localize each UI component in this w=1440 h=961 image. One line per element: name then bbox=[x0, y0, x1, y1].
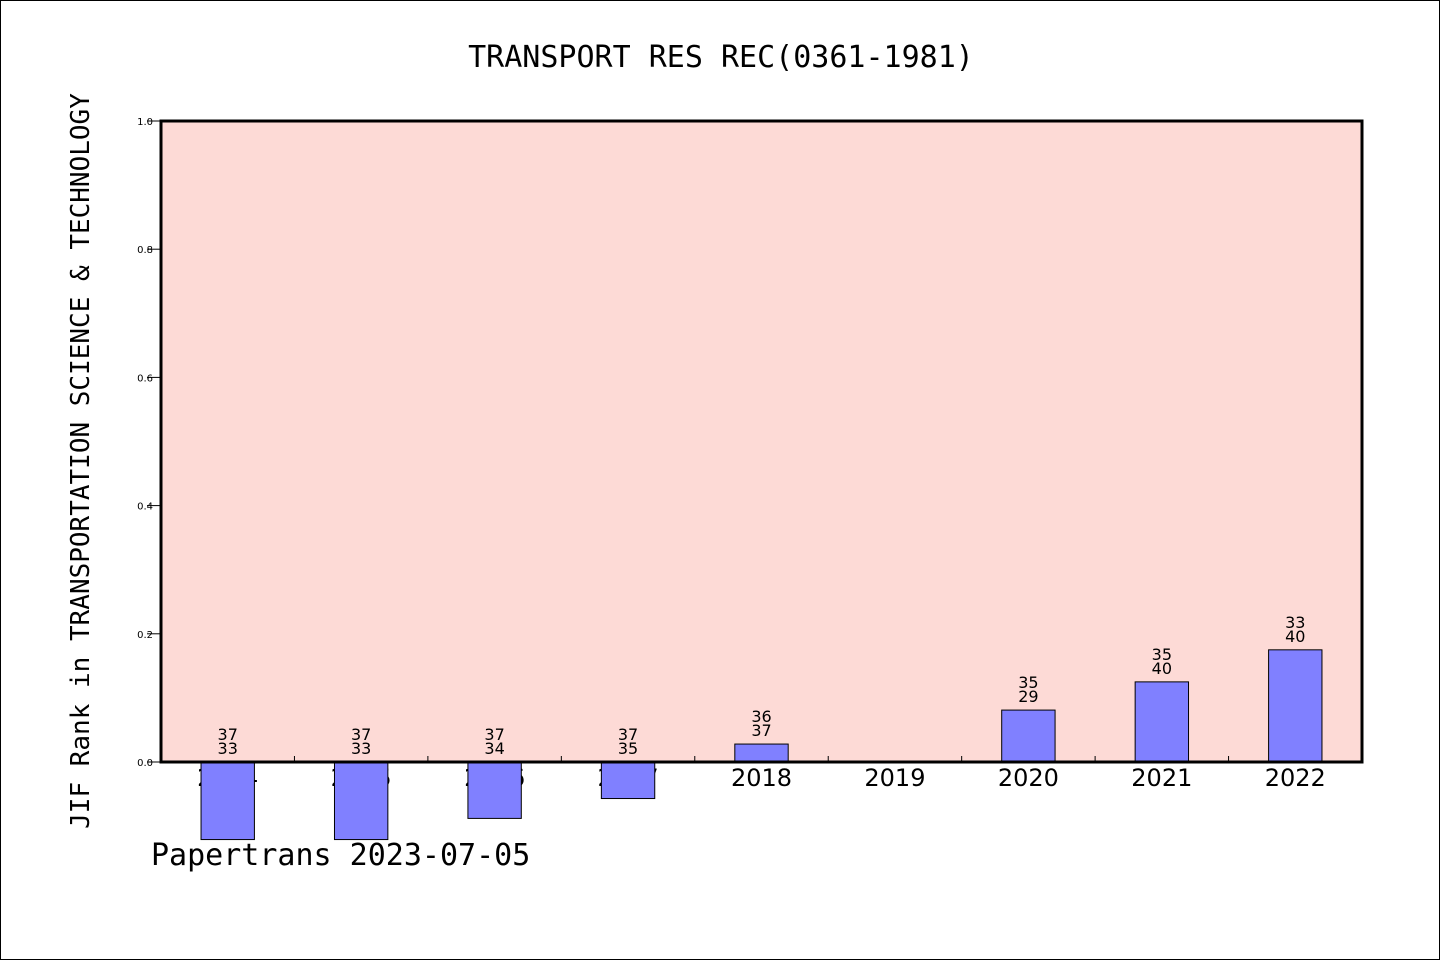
bar-label-upper-2022: 33 bbox=[1285, 613, 1305, 632]
chart-title: TRANSPORT RES REC(0361-1981) bbox=[468, 40, 974, 75]
x-tick-label-2022: 2022 bbox=[1265, 764, 1326, 792]
bar-2021 bbox=[1134, 681, 1190, 763]
bar-label-upper-2021: 35 bbox=[1152, 645, 1172, 664]
y-tick-label: 1.0 bbox=[137, 117, 153, 128]
bar-label-upper-2020: 35 bbox=[1018, 673, 1038, 692]
bar-label-lower-2014: 33 bbox=[218, 739, 238, 758]
y-tick-label: 0.0 bbox=[137, 758, 153, 769]
bar-label-lower-2017: 35 bbox=[618, 739, 638, 758]
bar-label-lower-2016: 34 bbox=[484, 739, 504, 758]
bar-2016 bbox=[467, 761, 522, 819]
bar-label-upper-2018: 36 bbox=[751, 707, 771, 726]
bar-2015 bbox=[333, 761, 389, 841]
x-tick-label-2019: 2019 bbox=[864, 764, 925, 792]
y-tick-label: 0.6 bbox=[137, 373, 153, 384]
bar-2014 bbox=[200, 761, 255, 841]
y-tick-label: 0.8 bbox=[137, 245, 153, 256]
x-tick-label-2018: 2018 bbox=[731, 764, 792, 792]
bar-2018 bbox=[734, 743, 789, 763]
bar-label-lower-2018: 37 bbox=[751, 721, 771, 740]
bar-label-lower-2020: 29 bbox=[1018, 687, 1038, 706]
y-axis-label: JIF Rank in TRANSPORTATION SCIENCE & TEC… bbox=[66, 93, 96, 829]
bar-label-upper-2015: 37 bbox=[351, 725, 371, 744]
bar-2022 bbox=[1268, 649, 1323, 763]
y-axis: 0.0 0.2 0.4 0.6 0.8 1.0 bbox=[137, 117, 161, 769]
x-tick-label-2020: 2020 bbox=[998, 764, 1059, 792]
y-tick-label: 0.4 bbox=[137, 502, 153, 513]
bar-label-upper-2014: 37 bbox=[218, 725, 238, 744]
bar-label-lower-2021: 40 bbox=[1152, 659, 1172, 678]
plot-border bbox=[159, 119, 1364, 764]
bar-label-upper-2016: 37 bbox=[484, 725, 504, 744]
plot-area bbox=[161, 121, 1362, 762]
bar-2017 bbox=[600, 761, 656, 800]
y-tick-label: 0.2 bbox=[137, 630, 153, 641]
footer-credit: Papertrans 2023-07-05 bbox=[151, 838, 530, 873]
bar-label-lower-2022: 40 bbox=[1285, 627, 1305, 646]
x-tick-label-2021: 2021 bbox=[1131, 764, 1192, 792]
bar-series bbox=[200, 649, 1323, 841]
bar-label-upper-2017: 37 bbox=[618, 725, 638, 744]
bar-label-lower-2015: 33 bbox=[351, 739, 371, 758]
bar-2020 bbox=[1001, 709, 1056, 763]
